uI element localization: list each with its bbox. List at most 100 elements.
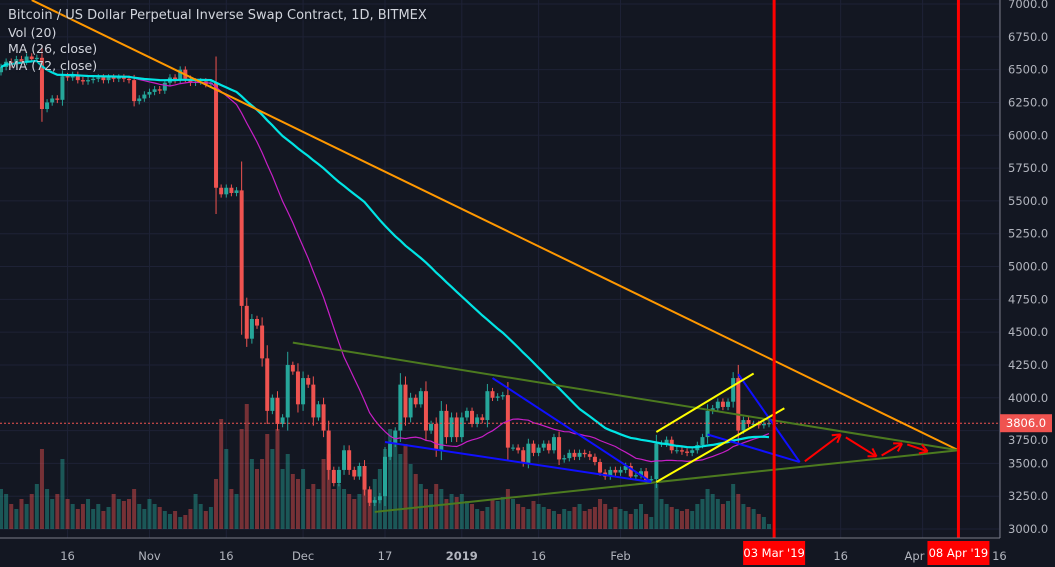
chart-legend: Bitcoin / US Dollar Perpetual Inverse Sw… bbox=[8, 8, 427, 74]
candle-up bbox=[731, 378, 736, 402]
volume-bar bbox=[265, 434, 270, 529]
red-arrow-icon bbox=[845, 436, 878, 458]
ma72-indicator-label[interactable]: MA (72, close) bbox=[8, 57, 98, 73]
time-axis[interactable] bbox=[0, 538, 1000, 567]
candle-down bbox=[352, 469, 357, 477]
green-triangle-upper bbox=[292, 341, 959, 452]
volume-bar bbox=[193, 494, 198, 529]
time-axis-labels: 16 Nov 16 Dec 17 2019 16 Feb 16 Apr 16 bbox=[60, 549, 1006, 563]
candle-up bbox=[224, 187, 229, 195]
candle-up bbox=[398, 384, 403, 431]
candle-down bbox=[121, 77, 126, 79]
volume-bar bbox=[352, 499, 357, 529]
candle-up bbox=[34, 57, 39, 60]
time-tick-label: 16 bbox=[833, 549, 848, 563]
candle-up bbox=[357, 466, 362, 477]
red-arrow-head bbox=[836, 433, 842, 444]
volume-bar bbox=[480, 511, 485, 529]
volume-bar bbox=[562, 509, 567, 529]
candle-down bbox=[80, 80, 85, 82]
volume-bar bbox=[613, 507, 618, 529]
volume-bar bbox=[726, 501, 731, 529]
candle-up bbox=[715, 401, 720, 409]
volume-bar bbox=[255, 469, 259, 529]
candle-down bbox=[9, 61, 14, 65]
candle-up bbox=[137, 98, 142, 102]
ma26-indicator-label[interactable]: MA (26, close) bbox=[8, 41, 98, 56]
red-arrow-head bbox=[871, 447, 878, 457]
volume-bar bbox=[234, 494, 239, 529]
candle-up bbox=[418, 391, 423, 405]
volume-bar bbox=[367, 489, 372, 529]
volume-indicator-label[interactable]: Vol (20) bbox=[8, 24, 57, 40]
volume-bar bbox=[96, 504, 101, 529]
volume-bar bbox=[65, 499, 70, 529]
volume-bar bbox=[55, 494, 60, 529]
volume-bar bbox=[398, 454, 403, 529]
volume-bar bbox=[633, 509, 638, 529]
candle-down bbox=[65, 76, 70, 78]
candle-down bbox=[55, 98, 60, 100]
candle-up bbox=[726, 401, 731, 407]
candle-up bbox=[142, 94, 147, 99]
candle-up bbox=[449, 417, 454, 438]
volume-bar bbox=[50, 499, 55, 529]
red-arrow-head bbox=[896, 442, 903, 452]
candle-down bbox=[736, 378, 741, 431]
volume-bar bbox=[290, 474, 295, 529]
last-price-tag-label: 3806.0 bbox=[1006, 416, 1046, 430]
candle-up bbox=[577, 452, 582, 457]
volume-bar bbox=[239, 429, 244, 529]
candle-down bbox=[679, 450, 684, 452]
candle-up bbox=[690, 450, 695, 453]
candle-up bbox=[377, 496, 382, 501]
volume-bar bbox=[173, 511, 178, 529]
candle-up bbox=[633, 475, 638, 477]
symbol-title[interactable]: Bitcoin / US Dollar Perpetual Inverse Sw… bbox=[8, 8, 427, 23]
candle-up bbox=[623, 466, 628, 470]
candle-down bbox=[127, 78, 131, 81]
candle-down bbox=[720, 401, 725, 407]
candle-down bbox=[311, 384, 316, 418]
candle-down bbox=[362, 466, 367, 490]
candle-up bbox=[91, 78, 96, 81]
price-tick-label: 5000.0 bbox=[1008, 260, 1048, 274]
volume-bar bbox=[0, 489, 3, 529]
candle-up bbox=[301, 378, 306, 405]
volume-bar bbox=[500, 497, 505, 529]
candle-down bbox=[480, 417, 485, 421]
volume-bar bbox=[572, 507, 577, 529]
candle-up bbox=[511, 447, 515, 449]
last-price-tag bbox=[1000, 414, 1052, 433]
candle-down bbox=[454, 417, 459, 438]
grid bbox=[0, 0, 1000, 538]
volume-bar bbox=[311, 484, 316, 529]
time-tick-label: Dec bbox=[292, 549, 314, 563]
volume-bar bbox=[541, 507, 546, 529]
volume-bar bbox=[521, 507, 526, 529]
volume-bar bbox=[464, 501, 469, 529]
candle-up bbox=[0, 67, 3, 73]
volume-bar bbox=[214, 479, 219, 529]
candle-up bbox=[700, 437, 705, 445]
candle-down bbox=[521, 450, 526, 464]
candle-up bbox=[96, 77, 101, 79]
candle-down bbox=[321, 404, 326, 431]
price-axis[interactable] bbox=[1000, 0, 1055, 567]
red-arrow-icon bbox=[881, 442, 903, 457]
candle-down bbox=[746, 420, 751, 424]
volume-bar bbox=[9, 504, 14, 529]
volume-bar bbox=[413, 474, 418, 529]
candle-down bbox=[582, 452, 587, 455]
price-tick-label: 3000.0 bbox=[1008, 522, 1048, 536]
volume-bar bbox=[536, 504, 541, 529]
volume-bar bbox=[628, 514, 633, 529]
drawings[interactable] bbox=[31, 0, 960, 540]
date-marker-tag-label: 08 Apr '19 bbox=[929, 546, 989, 560]
yellow-channel-line bbox=[655, 407, 785, 483]
candle-up bbox=[761, 424, 766, 426]
candle-up bbox=[249, 319, 254, 339]
candle-down bbox=[111, 77, 116, 79]
